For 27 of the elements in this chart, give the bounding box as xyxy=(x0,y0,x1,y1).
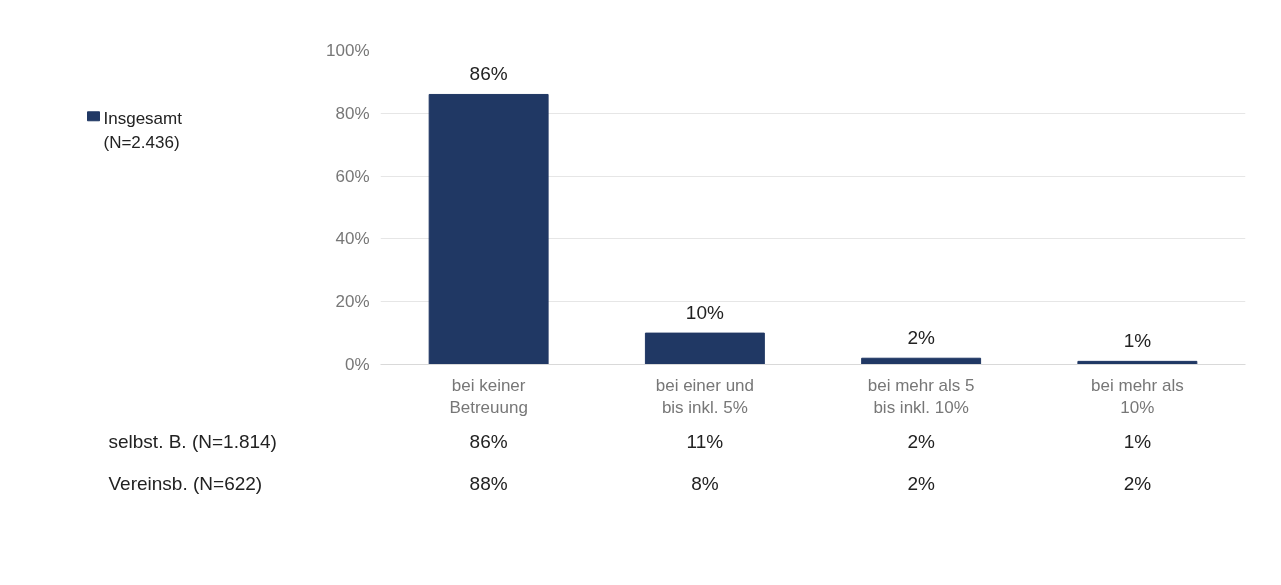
x-tick-label: bei keiner Betreuung xyxy=(449,375,528,418)
x-tick-label: bei einer und bis inkl. 5% xyxy=(655,375,755,418)
y-tick-label: 20% xyxy=(335,292,370,312)
text: 2% xyxy=(907,431,935,453)
text: selbst. B. (N=1.814) xyxy=(108,431,277,453)
y-tick-label: 80% xyxy=(335,103,370,123)
y-tick-label: 0% xyxy=(344,355,370,374)
text: 2% xyxy=(907,473,935,495)
data-label: 86% xyxy=(469,63,508,85)
bar xyxy=(428,93,549,365)
data-label: 2% xyxy=(907,327,935,349)
text: 88% xyxy=(469,473,508,495)
text: 86% xyxy=(469,431,508,453)
x-tick-label: bei mehr als 10% xyxy=(1091,375,1184,418)
bar xyxy=(644,332,765,365)
text: 8% xyxy=(691,473,719,495)
data-label: 1% xyxy=(1123,330,1152,352)
text: 2% xyxy=(1123,473,1152,495)
y-tick-label: 100% xyxy=(326,41,370,60)
text: Vereinsb. (N=622) xyxy=(108,473,263,495)
data-label: 10% xyxy=(685,302,724,324)
text: 11% xyxy=(686,431,724,453)
y-tick-label: 40% xyxy=(335,229,370,249)
text: 1% xyxy=(1123,431,1152,453)
x-tick-label: bei mehr als 5 bis inkl. 10% xyxy=(867,375,975,418)
legend-label: Insgesamt (N=2.436) xyxy=(103,108,183,152)
y-tick-label: 60% xyxy=(335,166,370,186)
